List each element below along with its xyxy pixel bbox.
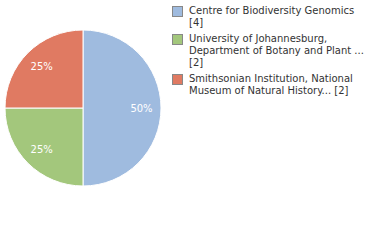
html-text:Smithsonian Institution, Natio: Smithsonian Institution, National Museum…	[189, 73, 353, 96]
svg-text:25%: 25%	[31, 144, 53, 155]
html-text:University of Johannesburg, De: University of Johannesburg, Department o…	[189, 33, 364, 68]
svg-text:50%: 50%	[130, 103, 152, 114]
html-text:Centre for Biodiversity Genomi: Centre for Biodiversity Genomics [4]	[189, 5, 355, 28]
svg-text:25%: 25%	[31, 61, 53, 72]
